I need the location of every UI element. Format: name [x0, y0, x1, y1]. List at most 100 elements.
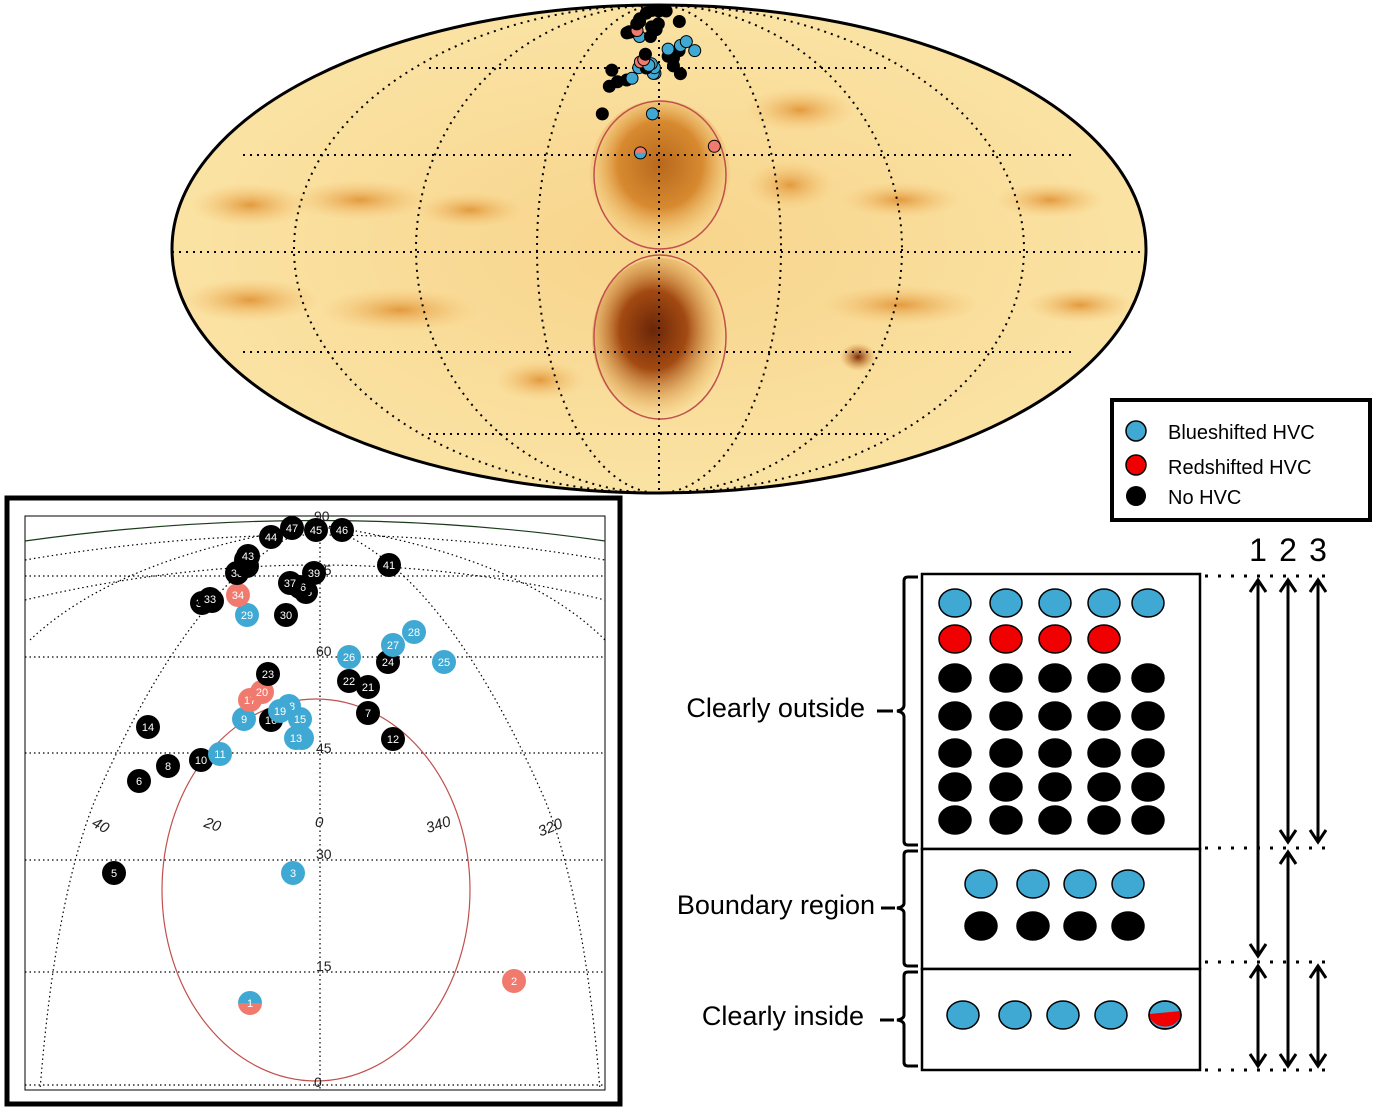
outside-dot-2-1: [989, 663, 1023, 693]
sightline-label-6: 6: [136, 776, 142, 788]
boundary-dot-0-3: [1111, 869, 1145, 899]
sightline-label-25: 25: [438, 657, 450, 669]
arrow-2-inner: [1278, 849, 1298, 1069]
inside-dot-0-4: [1148, 1000, 1182, 1030]
all-sky-map: [170, 3, 1148, 495]
sightline-label-13: 13: [290, 733, 302, 745]
outside-dot-5-1: [989, 772, 1023, 802]
sightline-label-20: 20: [256, 687, 268, 699]
sightline-label-23: 23: [262, 669, 274, 681]
lat-label-45: 45: [316, 740, 332, 756]
lat-label-0: 0: [314, 1074, 322, 1090]
sightline-label-21: 21: [362, 682, 374, 694]
sightline-25: 25: [432, 650, 456, 674]
outside-dot-1-3: [1087, 624, 1121, 654]
zoom-inner-frame: [24, 515, 606, 1091]
sightline-6: 6: [127, 769, 151, 793]
outside-dot-6-0: [938, 805, 972, 835]
sightline-21: 21: [356, 675, 380, 699]
outside-dot-4-1: [989, 738, 1023, 768]
sightline-label-2: 2: [511, 976, 517, 988]
sightline-label-24: 24: [382, 657, 394, 669]
sky-sightline-25: [688, 44, 702, 58]
sightline-19: 19: [268, 699, 292, 723]
sightline-22: 22: [337, 669, 361, 693]
sky-sightline-5: [595, 107, 609, 121]
sightline-2: 2: [502, 969, 526, 993]
column-label-3: 3: [1309, 532, 1327, 568]
sightline-label-10: 10: [195, 755, 207, 767]
outside-dot-2-2: [1038, 663, 1072, 693]
outside-dot-1-2: [1038, 624, 1072, 654]
sightline-label-44: 44: [265, 532, 277, 544]
sightline-29: 29: [235, 603, 259, 627]
sightline-27: 27: [381, 633, 405, 657]
zoom-bubble-outline: [161, 698, 471, 1082]
lon-label-20: 20: [201, 814, 224, 836]
sightline-label-1: 1: [247, 998, 253, 1010]
outside-dot-3-2: [1038, 701, 1072, 731]
lat-label-30: 30: [316, 846, 332, 862]
outside-dot-3-4: [1131, 701, 1165, 731]
sightline-label-47: 47: [286, 523, 298, 535]
schematic-dots: [938, 588, 1182, 1030]
label-clearly-outside: Clearly outside: [686, 693, 865, 723]
outside-dot-0-4: [1131, 588, 1165, 618]
sightline-label-45: 45: [310, 525, 322, 537]
sky-sightline-12: [673, 67, 687, 81]
legend-blue-marker: [1125, 420, 1147, 442]
sky-sightline-46: [659, 4, 673, 18]
sightline-label-15: 15: [294, 714, 306, 726]
sky-sightline-14: [605, 63, 619, 77]
column-label-1: 1: [1249, 532, 1267, 568]
sightline-label-3: 3: [290, 868, 296, 880]
zoom-sightlines: 1234567891011121314151617181920212223242…: [102, 516, 526, 1015]
boundary-dot-1-0: [964, 911, 998, 941]
inside-dot-0-3: [1094, 1000, 1128, 1030]
sightline-44: 44: [259, 525, 283, 549]
sightline-label-5: 5: [111, 868, 117, 880]
sightline-label-46: 46: [336, 525, 348, 537]
schematic: Clearly outside Boundary region Clearly …: [677, 532, 1330, 1072]
sightline-label-8: 8: [165, 761, 171, 773]
legend: Blueshifted HVC Redshifted HVC No HVC: [1110, 398, 1372, 522]
sky-sightline-23: [638, 47, 652, 61]
boundary-dot-0-1: [1016, 869, 1050, 899]
sightline-label-7: 7: [365, 708, 371, 720]
outside-dot-6-3: [1087, 805, 1121, 835]
sightline-28: 28: [402, 620, 426, 644]
sightline-label-30: 30: [280, 610, 292, 622]
sightline-30: 30: [274, 603, 298, 627]
sightline-47: 47: [280, 516, 304, 540]
sightline-14: 14: [136, 715, 160, 739]
sightline-label-27: 27: [387, 640, 399, 652]
outside-dot-4-4: [1131, 738, 1165, 768]
box-boundary: [920, 847, 1202, 971]
column-label-2: 2: [1279, 532, 1297, 568]
outside-dot-0-1: [989, 588, 1023, 618]
lon-label-0: 0: [315, 814, 324, 831]
outside-dot-0-0: [938, 588, 972, 618]
sky-sightline-26: [661, 42, 675, 56]
sightline-33: 33: [198, 587, 222, 611]
sightline-3: 3: [281, 861, 305, 885]
boundary-dot-0-2: [1063, 869, 1097, 899]
sky-sightline-28: [679, 35, 693, 49]
legend-box: [1110, 398, 1372, 522]
boundary-dot-1-1: [1016, 911, 1050, 941]
outside-dot-6-1: [989, 805, 1023, 835]
sightline-label-33: 33: [204, 594, 216, 606]
outside-dot-1-0: [938, 624, 972, 654]
sightline-46: 46: [330, 518, 354, 542]
sightline-7: 7: [356, 701, 380, 725]
lat-label-15: 15: [316, 958, 332, 974]
extension-lines: [1205, 574, 1330, 1072]
sightline-23: 23: [256, 662, 280, 686]
legend-label-blue: Blueshifted HVC: [1168, 422, 1315, 444]
sightline-label-26: 26: [343, 652, 355, 664]
label-clearly-inside: Clearly inside: [702, 1001, 864, 1031]
sightline-13: 13: [284, 726, 308, 750]
sightline-12: 12: [381, 727, 405, 751]
sightline-label-22: 22: [343, 676, 355, 688]
